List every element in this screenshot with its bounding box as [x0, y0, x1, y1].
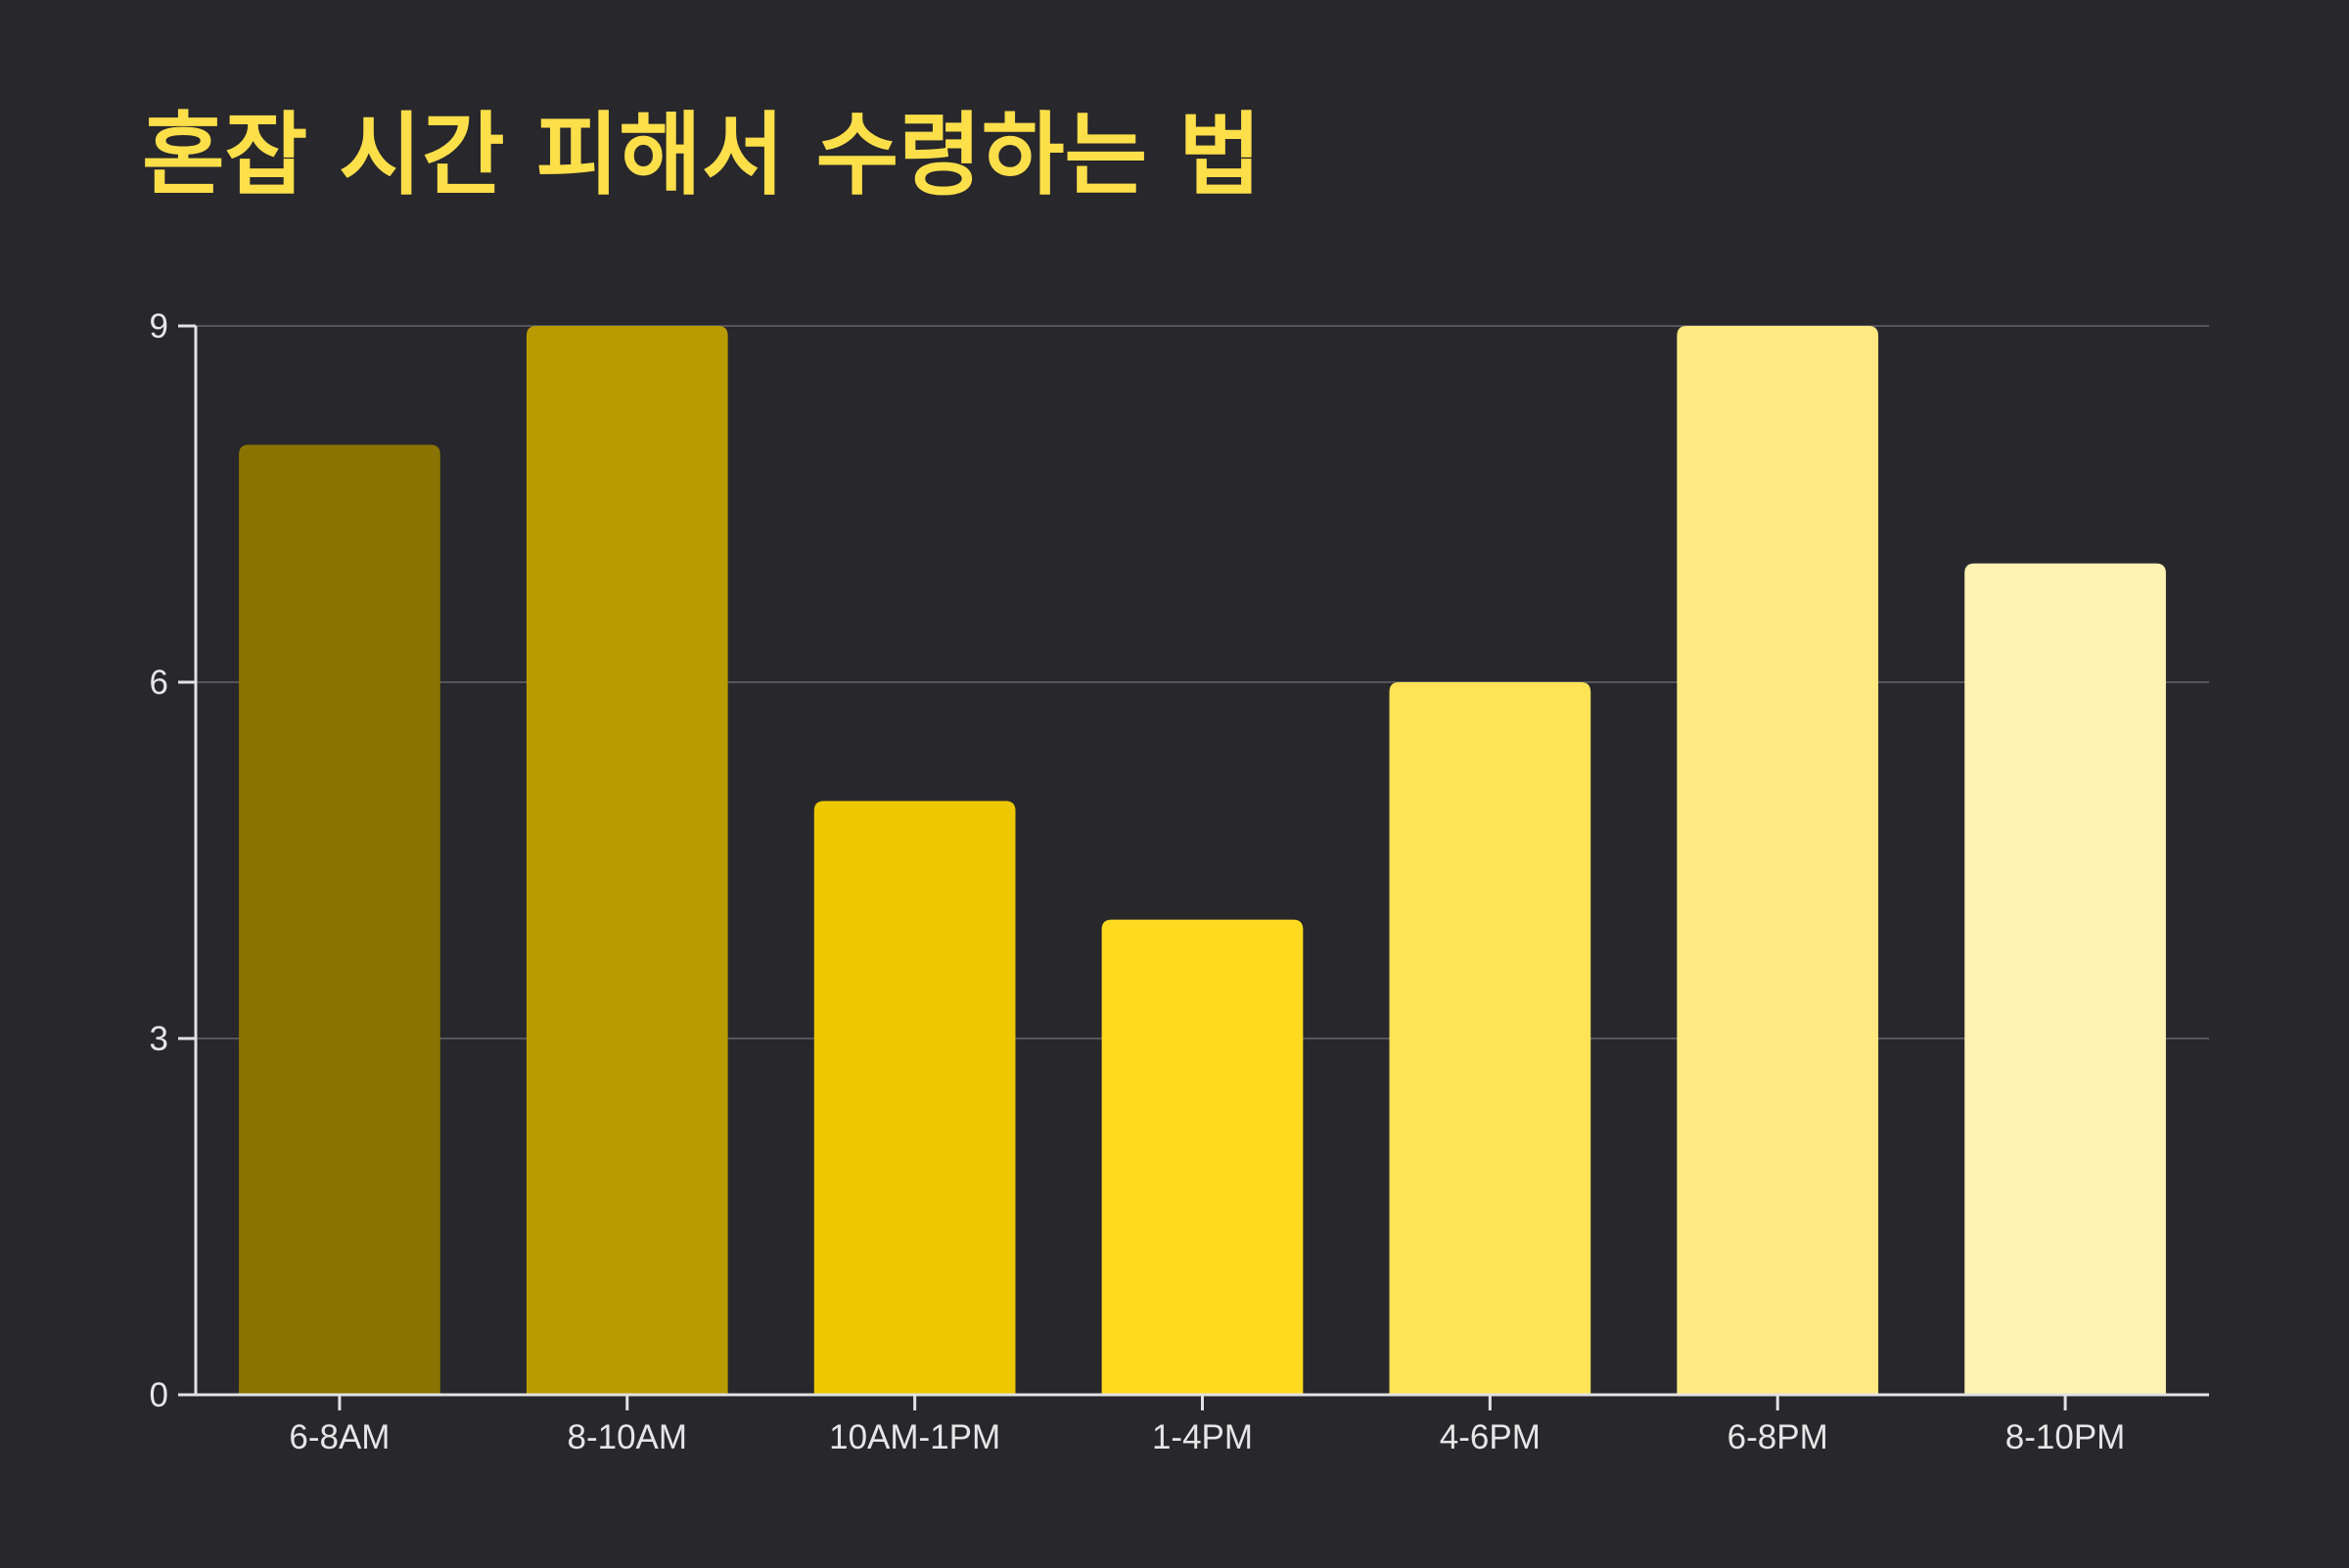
bar-4-6PM [1389, 682, 1591, 1395]
bar-10AM-1PM [813, 801, 1016, 1395]
x-axis-ticks: 6-8AM 8-10AM 10AM-1PM 1-4PM 4-6PM 6-8PM 8-10PM [289, 1395, 2125, 1456]
x-tick-label: 6-8PM [1727, 1418, 1828, 1456]
bars [239, 326, 2166, 1395]
y-tick-label: 6 [150, 664, 168, 702]
x-tick-label: 8-10AM [568, 1418, 688, 1456]
y-tick-label: 3 [150, 1020, 168, 1058]
x-tick-label: 4-6PM [1440, 1418, 1541, 1456]
bar-6-8AM [239, 444, 440, 1395]
x-tick-label: 1-4PM [1152, 1418, 1253, 1456]
bar-8-10AM [526, 326, 728, 1395]
bar-6-8PM [1677, 326, 1879, 1395]
x-tick-label: 6-8AM [289, 1418, 390, 1456]
y-axis-ticks: 0 3 6 9 [150, 307, 196, 1414]
x-tick-label: 8-10PM [2005, 1418, 2126, 1456]
bar-1-4PM [1101, 919, 1304, 1395]
chart-title: 혼잡 시간 피해서 수령하는 법 [142, 103, 1262, 208]
bar-8-10PM [1964, 563, 2166, 1395]
y-tick-label: 9 [150, 307, 168, 346]
y-tick-label: 0 [150, 1376, 168, 1414]
x-tick-label: 10AM-1PM [829, 1418, 1000, 1456]
